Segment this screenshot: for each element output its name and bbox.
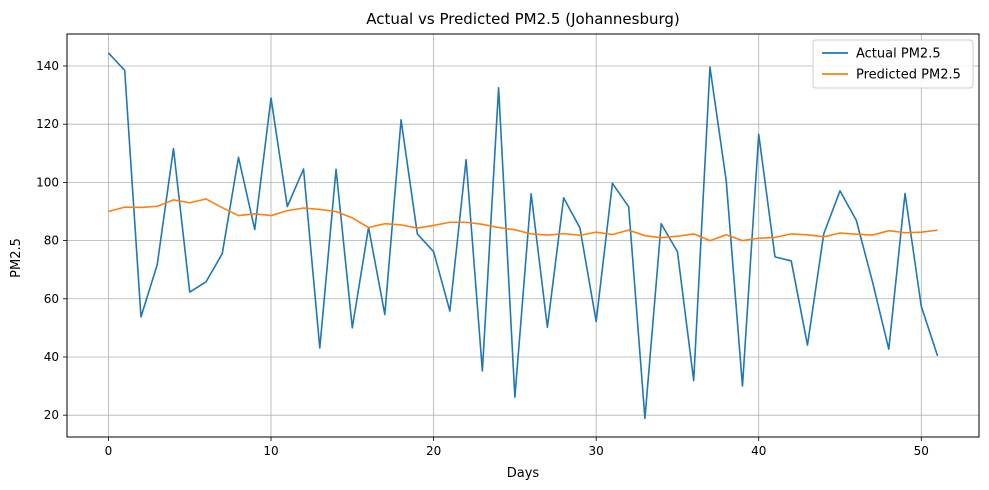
x-tick-label: 30 <box>589 444 604 458</box>
y-tick-label: 40 <box>44 350 59 364</box>
series-lines <box>107 52 939 420</box>
x-tick-label: 20 <box>426 444 441 458</box>
x-axis-label: Days <box>507 466 540 481</box>
x-tick-label: 50 <box>914 444 929 458</box>
legend-box <box>812 39 974 89</box>
y-tick-label: 20 <box>44 408 59 422</box>
legend-label: Actual PM2.5 <box>856 47 941 62</box>
legend-label: Predicted PM2.5 <box>856 68 961 83</box>
series-line-actual <box>107 52 939 420</box>
x-tick-label: 40 <box>751 444 766 458</box>
plot-frame <box>66 33 980 438</box>
y-axis-label: PM2.5 <box>9 238 24 278</box>
y-axis-ticks: 20 40 60 80 100 120 140 <box>36 59 67 422</box>
y-tick-label: 100 <box>36 175 59 189</box>
x-tick-label: 0 <box>105 444 113 458</box>
y-tick-label: 80 <box>44 234 59 248</box>
y-tick-label: 120 <box>36 117 59 131</box>
x-tick-label: 10 <box>263 444 278 458</box>
x-axis-ticks: 0 10 20 30 40 50 <box>105 437 929 458</box>
legend: Actual PM2.5 Predicted PM2.5 <box>812 39 974 89</box>
chart-title: Actual vs Predicted PM2.5 (Johannesburg) <box>366 10 680 28</box>
grid-lines <box>67 34 979 437</box>
series-line-predicted <box>108 198 938 242</box>
y-tick-label: 140 <box>36 59 59 73</box>
y-tick-label: 60 <box>44 292 59 306</box>
